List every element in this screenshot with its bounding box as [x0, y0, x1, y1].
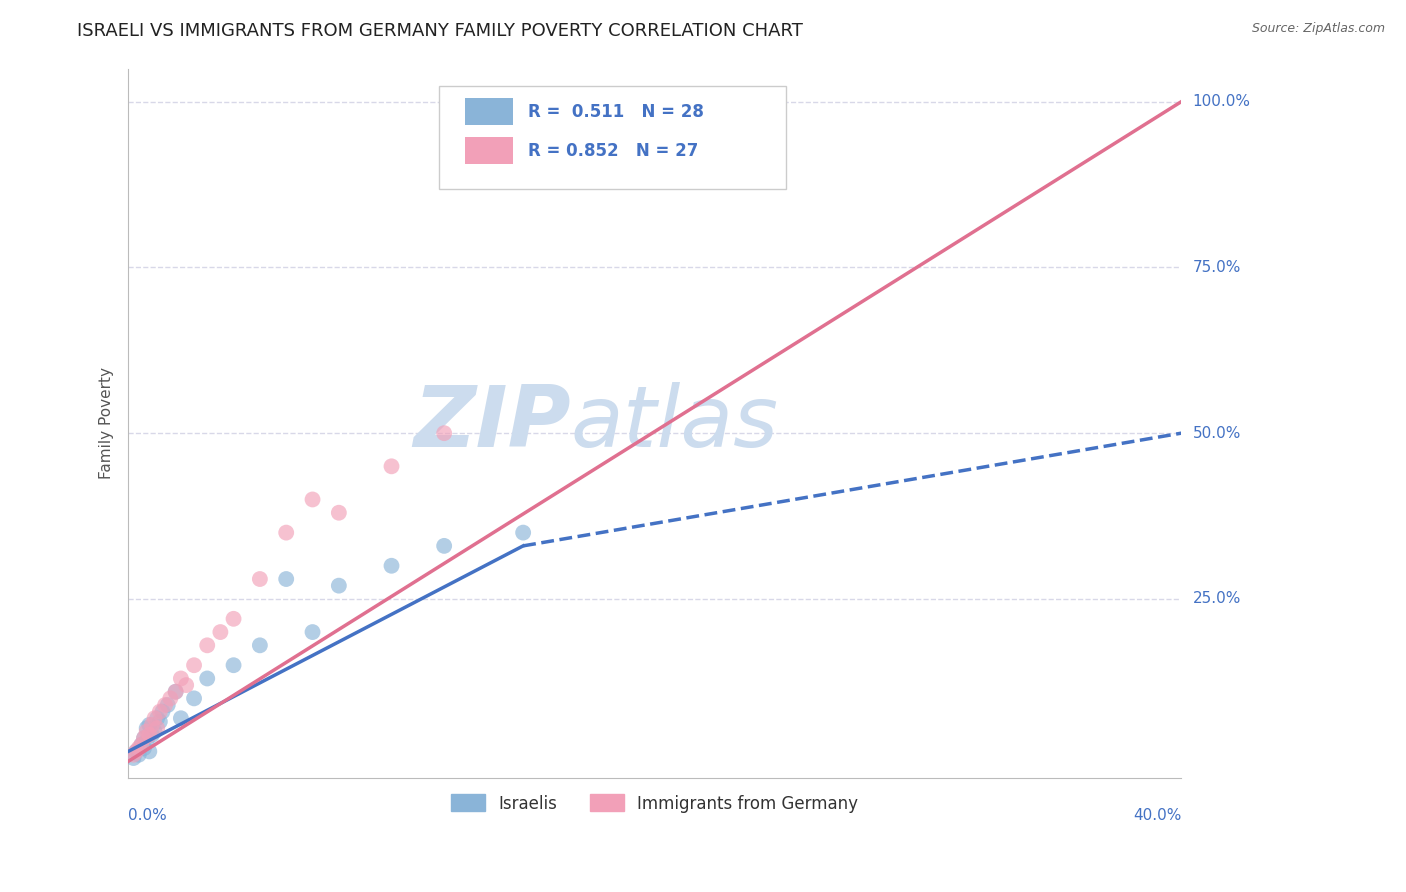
- Text: atlas: atlas: [571, 382, 779, 465]
- Point: [152, 705, 174, 719]
- Point: [170, 711, 193, 725]
- Point: [132, 731, 155, 746]
- Point: [125, 744, 148, 758]
- Text: R = 0.852   N = 27: R = 0.852 N = 27: [529, 142, 699, 160]
- Point: [174, 678, 197, 692]
- Point: [146, 711, 169, 725]
- Text: Source: ZipAtlas.com: Source: ZipAtlas.com: [1251, 22, 1385, 36]
- Point: [276, 525, 298, 540]
- Point: [165, 684, 187, 698]
- Point: [222, 612, 245, 626]
- Point: [249, 572, 271, 586]
- Point: [301, 625, 323, 640]
- Point: [222, 658, 245, 673]
- Point: [209, 625, 232, 640]
- Point: [156, 698, 179, 712]
- Text: 40.0%: 40.0%: [1133, 808, 1181, 823]
- Point: [170, 672, 193, 686]
- Point: [183, 691, 205, 706]
- Point: [380, 558, 402, 573]
- Point: [143, 724, 166, 739]
- Text: ZIP: ZIP: [413, 382, 571, 465]
- Point: [146, 721, 169, 735]
- Text: 100.0%: 100.0%: [1192, 95, 1250, 109]
- Point: [149, 705, 172, 719]
- Point: [195, 638, 218, 652]
- Point: [138, 728, 160, 742]
- Text: 0.0%: 0.0%: [128, 808, 167, 823]
- Point: [132, 731, 155, 746]
- Point: [380, 459, 402, 474]
- Point: [328, 579, 350, 593]
- Text: 25.0%: 25.0%: [1192, 591, 1240, 607]
- Point: [149, 714, 172, 729]
- Point: [165, 684, 187, 698]
- Text: 75.0%: 75.0%: [1192, 260, 1240, 275]
- Point: [131, 738, 153, 752]
- Point: [183, 658, 205, 673]
- Text: ISRAELI VS IMMIGRANTS FROM GERMANY FAMILY POVERTY CORRELATION CHART: ISRAELI VS IMMIGRANTS FROM GERMANY FAMIL…: [77, 22, 803, 40]
- Point: [328, 506, 350, 520]
- Point: [125, 744, 148, 758]
- Text: 50.0%: 50.0%: [1192, 425, 1240, 441]
- Point: [433, 426, 456, 441]
- Point: [138, 744, 160, 758]
- Point: [122, 747, 145, 762]
- Legend: Israelis, Immigrants from Germany: Israelis, Immigrants from Germany: [444, 788, 865, 819]
- Point: [132, 741, 155, 756]
- Point: [249, 638, 271, 652]
- Point: [128, 747, 150, 762]
- Point: [195, 672, 218, 686]
- Point: [276, 572, 298, 586]
- Point: [141, 718, 163, 732]
- Point: [138, 718, 160, 732]
- Y-axis label: Family Poverty: Family Poverty: [100, 368, 114, 479]
- Point: [512, 525, 534, 540]
- Point: [153, 698, 176, 712]
- Text: R =  0.511   N = 28: R = 0.511 N = 28: [529, 103, 704, 120]
- Point: [141, 728, 163, 742]
- Point: [131, 738, 153, 752]
- Point: [122, 751, 145, 765]
- Point: [301, 492, 323, 507]
- Point: [512, 108, 534, 122]
- FancyBboxPatch shape: [465, 98, 513, 125]
- Point: [135, 724, 157, 739]
- FancyBboxPatch shape: [439, 87, 786, 189]
- Point: [135, 721, 157, 735]
- Point: [143, 711, 166, 725]
- Point: [433, 539, 456, 553]
- Point: [128, 741, 150, 756]
- FancyBboxPatch shape: [465, 137, 513, 164]
- Point: [159, 691, 181, 706]
- Point: [135, 734, 157, 748]
